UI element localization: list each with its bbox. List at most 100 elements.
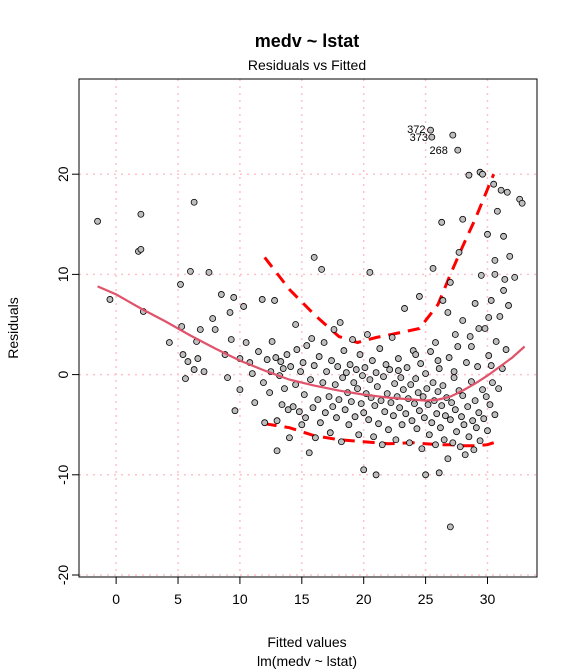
data-point [432, 441, 439, 449]
data-point [211, 326, 219, 333]
data-point [428, 133, 436, 141]
data-point [491, 256, 499, 264]
data-point [480, 415, 488, 423]
data-point [485, 352, 493, 359]
data-point [340, 347, 348, 354]
data-point [471, 300, 479, 307]
data-point [439, 382, 447, 390]
data-point [500, 287, 507, 294]
data-point [354, 385, 361, 393]
y-tick-label: -20 [55, 565, 71, 585]
x-tick-label: 5 [174, 591, 182, 607]
data-point [194, 355, 202, 362]
data-point [297, 368, 304, 375]
data-point [461, 451, 469, 459]
data-point [205, 268, 213, 276]
data-point [307, 376, 314, 384]
data-point [326, 429, 334, 437]
data-point [497, 186, 505, 194]
data-point [446, 523, 454, 531]
data-point [441, 412, 449, 420]
data-point [459, 392, 467, 400]
data-point [361, 364, 369, 371]
data-point [449, 439, 457, 447]
data-point [425, 431, 433, 439]
data-point [230, 294, 238, 301]
data-point [372, 369, 380, 376]
data-point [506, 252, 514, 260]
grid-lines [79, 79, 537, 577]
data-point [334, 363, 342, 370]
data-point [438, 402, 446, 410]
point-annotation: 372 [407, 124, 425, 136]
data-point [437, 424, 444, 432]
data-point [482, 393, 490, 401]
data-point [429, 264, 437, 272]
data-point [200, 368, 208, 375]
data-point [182, 375, 189, 383]
data-point [312, 434, 319, 442]
data-point [349, 336, 356, 343]
x-tick-label: 10 [232, 591, 248, 607]
data-point [518, 199, 526, 207]
data-point [477, 271, 485, 279]
x-axis-label-secondary: lm(medv ~ lstat) [257, 653, 357, 669]
x-tick-label: 0 [112, 591, 120, 607]
data-point [481, 325, 489, 332]
data-point [177, 281, 184, 288]
chart-subtitle: Residuals vs Fitted [248, 57, 366, 73]
data-point [366, 268, 374, 276]
data-point [373, 383, 381, 391]
data-point [427, 348, 434, 355]
data-point [279, 365, 287, 372]
data-point [377, 397, 385, 405]
data-point [368, 357, 376, 364]
data-point [352, 366, 360, 373]
data-point [434, 388, 442, 396]
data-point [444, 455, 452, 463]
data-point [451, 331, 459, 338]
data-point [412, 375, 420, 383]
data-point [416, 407, 423, 415]
y-axis-label: Residuals [5, 297, 21, 358]
data-point [479, 170, 486, 178]
data-point [380, 373, 387, 380]
data-point [351, 413, 359, 421]
data-point [106, 296, 114, 303]
data-point [459, 317, 467, 324]
data-point [500, 232, 507, 240]
data-point [485, 314, 493, 321]
data-point [258, 296, 266, 303]
data-point [286, 434, 293, 442]
data-point [287, 363, 295, 370]
data-point [330, 326, 338, 333]
y-tick-label: 20 [55, 166, 71, 182]
data-point [446, 279, 454, 286]
data-point [432, 339, 439, 346]
data-point [484, 230, 491, 238]
data-point [371, 402, 379, 410]
data-point [308, 335, 316, 342]
data-point [420, 414, 428, 422]
data-point [438, 218, 446, 226]
data-point [319, 379, 327, 387]
data-point [491, 270, 499, 278]
data-point [260, 379, 267, 387]
data-point [281, 385, 288, 393]
data-point [370, 433, 378, 441]
data-point [187, 267, 194, 275]
data-point [386, 366, 394, 373]
data-point [484, 427, 491, 435]
data-point [496, 313, 504, 320]
data-point [273, 447, 281, 455]
data-point [272, 354, 280, 361]
data-point [255, 348, 262, 355]
data-point [231, 407, 239, 415]
data-point [302, 414, 309, 422]
data-point [422, 370, 429, 377]
data-point [360, 409, 368, 417]
x-tick-label: 15 [294, 591, 310, 607]
data-point [316, 419, 324, 427]
data-point [423, 385, 431, 393]
data-point [424, 401, 432, 409]
